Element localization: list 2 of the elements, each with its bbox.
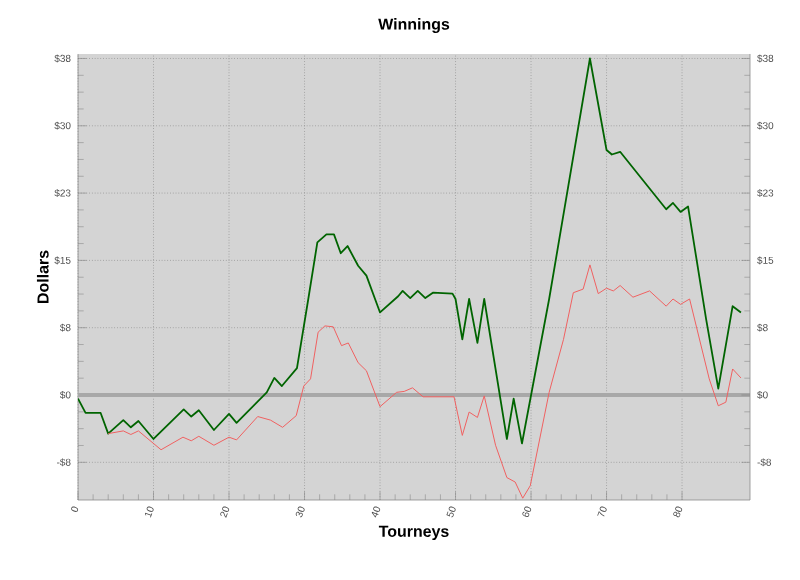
line-series	[107, 264, 742, 499]
line-series	[78, 57, 742, 445]
